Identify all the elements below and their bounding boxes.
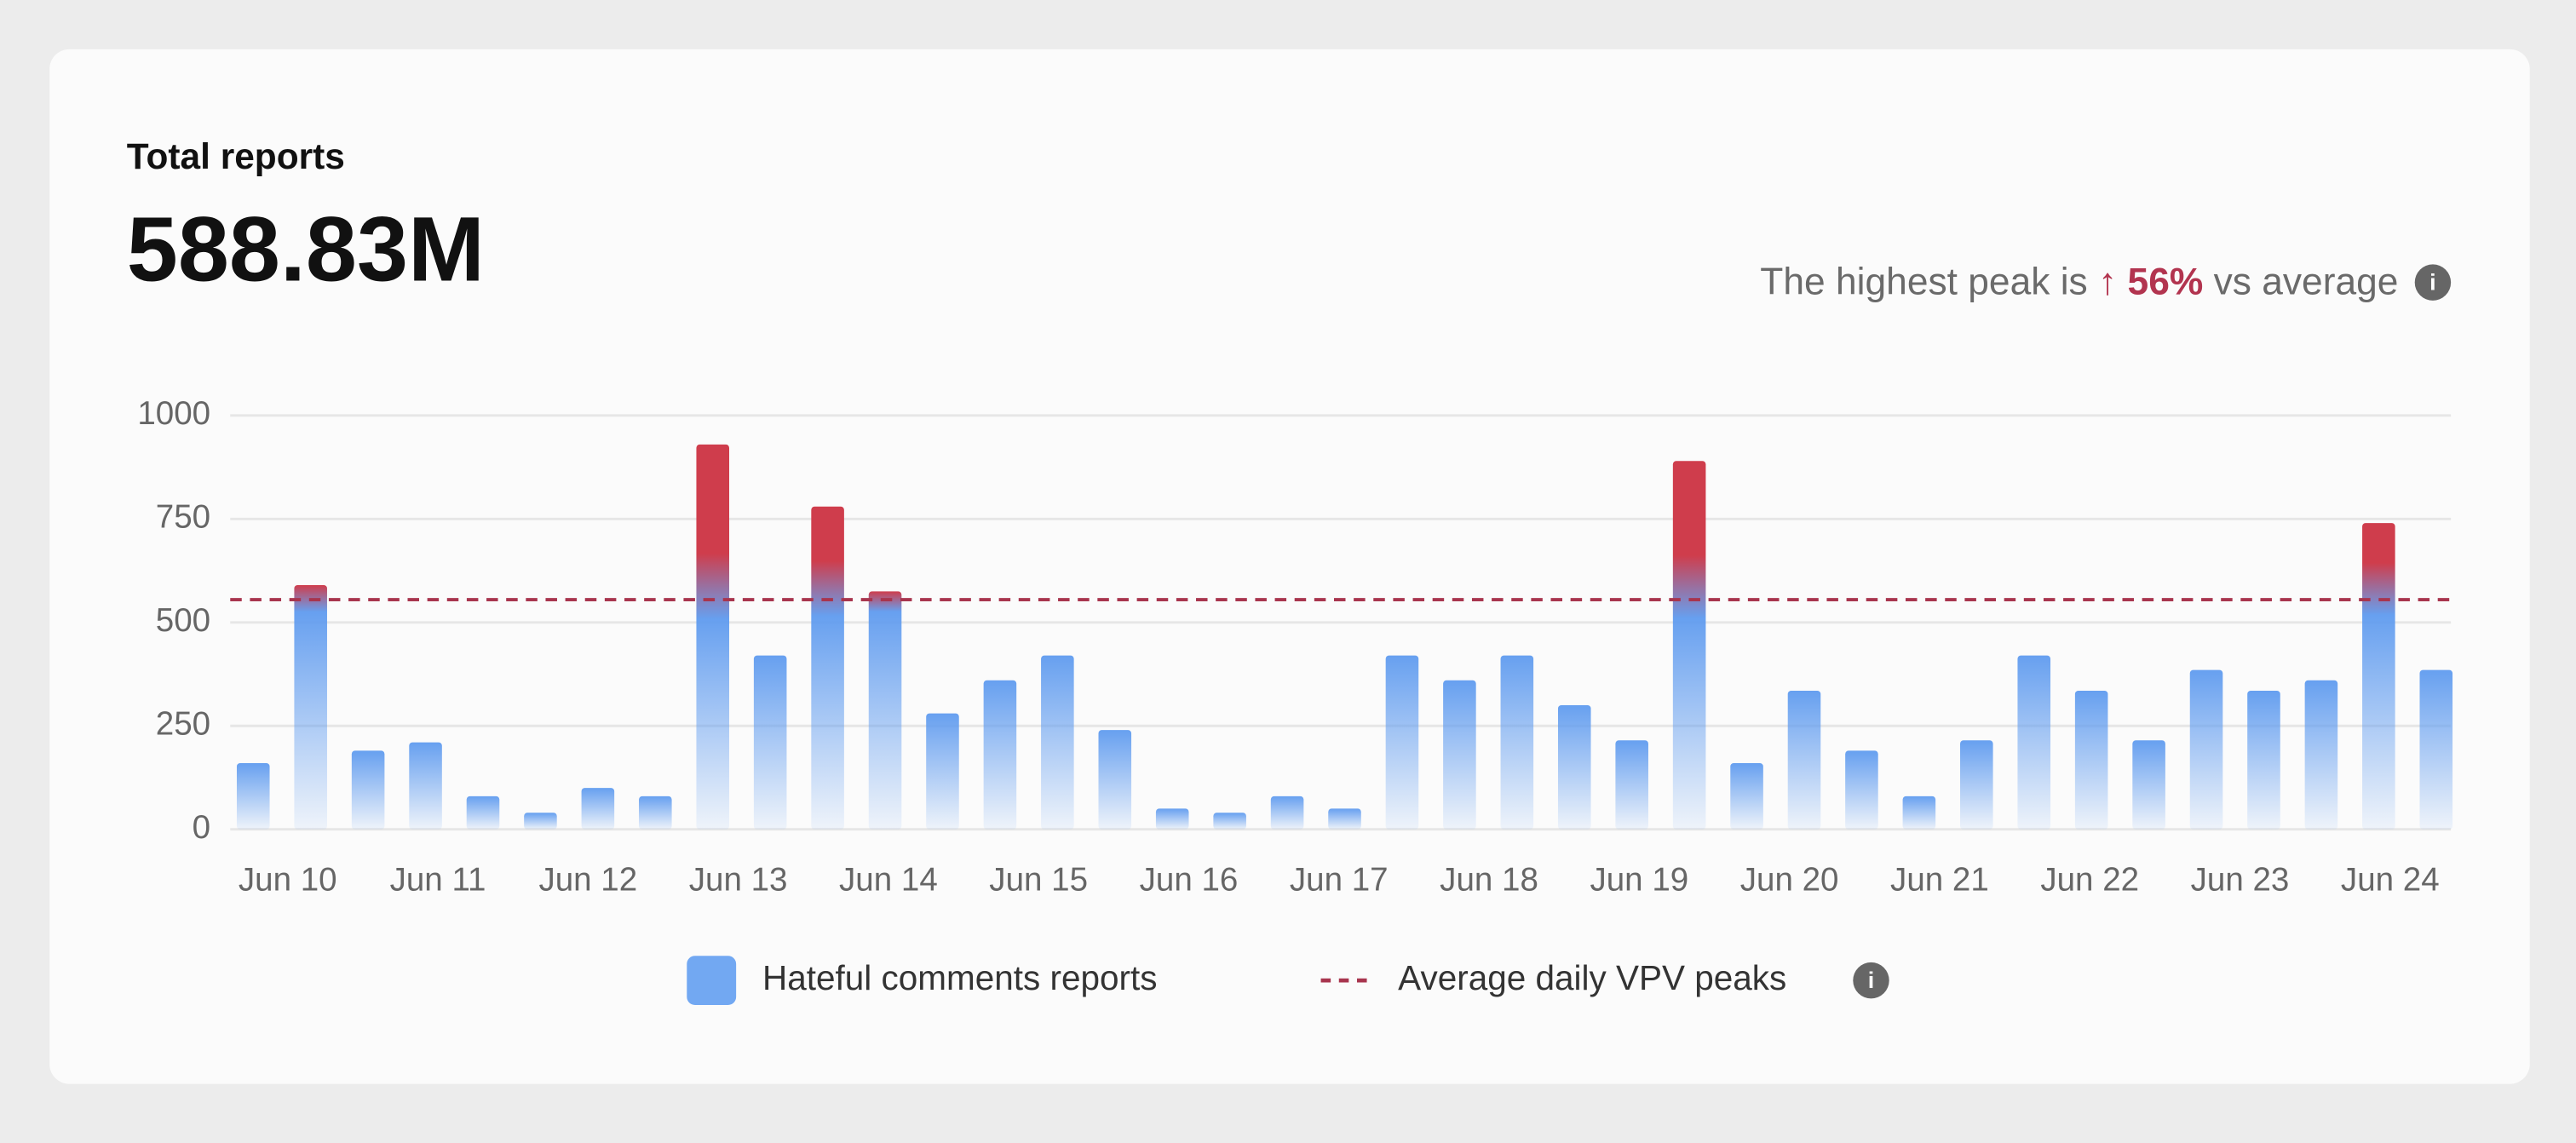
x-tick-label: Jun 16: [1140, 862, 1239, 899]
x-tick-label: Jun 18: [1440, 862, 1538, 899]
bar: [1098, 730, 1132, 830]
bar: [811, 506, 844, 830]
bar: [1787, 690, 1821, 830]
bar: [639, 796, 672, 830]
legend-label: Average daily VPV peaks: [1398, 958, 1786, 997]
x-tick-label: Jun 13: [689, 862, 788, 899]
bar: [1960, 740, 1993, 830]
bar: [1328, 808, 1361, 830]
bar: [236, 762, 270, 830]
svg-text:i: i: [2429, 270, 2436, 296]
y-tick-label: 750: [156, 498, 210, 535]
x-tick-label: Jun 15: [989, 862, 1088, 899]
bar: [1902, 796, 1936, 830]
bar: [2304, 680, 2338, 830]
bar: [351, 750, 385, 830]
peak-note: The highest peak is ↑ 56% vs average: [1760, 261, 2398, 302]
bar: [983, 680, 1017, 830]
bar: [1041, 655, 1074, 830]
bar: [1500, 655, 1534, 830]
peak-after: vs average: [2214, 261, 2399, 302]
bar: [1557, 704, 1591, 830]
bar: [868, 591, 902, 830]
legend-label: Hateful comments reports: [762, 958, 1158, 997]
legend-swatch: [687, 956, 737, 1006]
bar: [1385, 655, 1419, 830]
bar: [524, 813, 557, 830]
x-tick-label: Jun 14: [839, 862, 938, 899]
bar: [1672, 461, 1706, 830]
x-tick-label: Jun 10: [239, 862, 337, 899]
y-tick-label: 500: [156, 602, 210, 639]
bar: [466, 796, 500, 830]
x-tick-label: Jun 22: [2040, 862, 2139, 899]
svg-text:i: i: [1868, 968, 1875, 993]
bar: [409, 742, 442, 830]
y-tick-label: 250: [156, 705, 210, 742]
bar: [2074, 690, 2108, 830]
total-value: 588.83M: [127, 197, 485, 300]
card-title: Total reports: [127, 136, 345, 176]
bar: [294, 585, 327, 830]
bar: [2247, 690, 2280, 830]
peak-change: ↑ 56%: [2098, 261, 2203, 302]
peak-before: The highest peak is: [1760, 261, 2087, 302]
bar: [2362, 523, 2395, 830]
bar: [2132, 740, 2165, 830]
bar: [1845, 750, 1878, 830]
bar: [926, 713, 959, 830]
bar: [1270, 796, 1304, 830]
bar: [1615, 740, 1648, 830]
y-tick-label: 1000: [137, 395, 210, 432]
x-tick-label: Jun 23: [2191, 862, 2290, 899]
bar: [2017, 655, 2051, 830]
x-tick-label: Jun 17: [1290, 862, 1389, 899]
x-tick-label: Jun 24: [2341, 862, 2440, 899]
bar: [2189, 669, 2223, 830]
plot: 0 250 500 750 1000 Jun 10 Jun 11 Jun 12 Jun 13 Ju…: [137, 395, 2453, 899]
bar: [2419, 669, 2453, 830]
bar: [1213, 813, 1246, 830]
y-tick-label: 0: [193, 809, 210, 846]
x-tick-label: Jun 12: [538, 862, 637, 899]
bar: [1730, 762, 1763, 830]
x-tick-label: Jun 21: [1890, 862, 1989, 899]
info-icon[interactable]: i: [1853, 962, 1889, 999]
bar: [696, 444, 730, 830]
x-tick-label: Jun 11: [390, 862, 486, 899]
x-tick-label: Jun 20: [1740, 862, 1839, 899]
bar: [1155, 808, 1189, 830]
bar: [1443, 680, 1476, 830]
info-icon[interactable]: i: [2414, 264, 2452, 301]
x-tick-label: Jun 19: [1590, 862, 1688, 899]
bar: [581, 788, 615, 830]
bar: [753, 655, 787, 830]
